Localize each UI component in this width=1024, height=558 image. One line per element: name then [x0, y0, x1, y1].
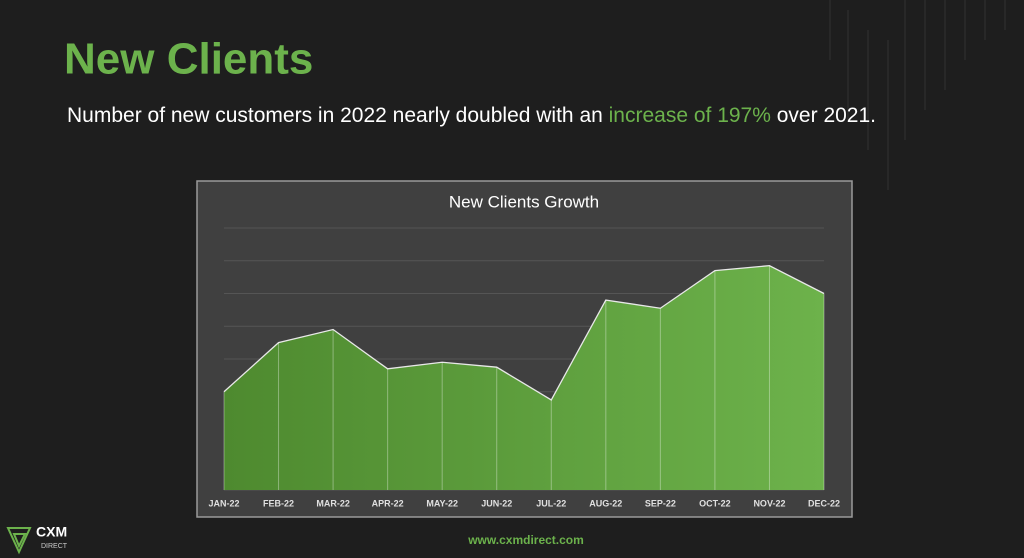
logo: CXM DIRECT [6, 524, 68, 555]
chart-title: New Clients Growth [449, 192, 599, 211]
footer-url: www.cxmdirect.com [467, 533, 584, 547]
logo-subtext: DIRECT [41, 543, 68, 550]
x-tick-label: MAR-22 [316, 498, 350, 508]
subtitle-highlight: increase of 197% [609, 104, 771, 127]
x-tick-label: MAY-22 [426, 498, 458, 508]
x-tick-label: JAN-22 [208, 498, 239, 508]
slide-subtitle: Number of new customers in 2022 nearly d… [67, 104, 876, 127]
area [224, 265, 824, 490]
x-tick-label: DEC-22 [808, 498, 840, 508]
logo-text: CXM [36, 524, 67, 540]
area-line [223, 264, 825, 401]
plot-area: JAN-22 FEB-22 MAR-22 APR-22 MAY-22 JUN-22 JUL-… [208, 227, 840, 508]
subtitle-text: over 2021. [771, 104, 876, 127]
x-tick-label: FEB-22 [263, 498, 294, 508]
slide-title: New Clients [64, 35, 313, 84]
subtitle-text: Number of new customers in 2022 nearly d… [67, 104, 609, 127]
x-tick-label: NOV-22 [753, 498, 785, 508]
decor-candles [829, 0, 1006, 190]
x-tick-label: APR-22 [372, 498, 404, 508]
x-tick-label: AUG-22 [589, 498, 622, 508]
x-tick-label: JUL-22 [536, 498, 566, 508]
x-tick-label: OCT-22 [699, 498, 731, 508]
logo-icon [6, 527, 32, 555]
x-tick-label: JUN-22 [481, 498, 512, 508]
x-tick-label: SEP-22 [645, 498, 676, 508]
